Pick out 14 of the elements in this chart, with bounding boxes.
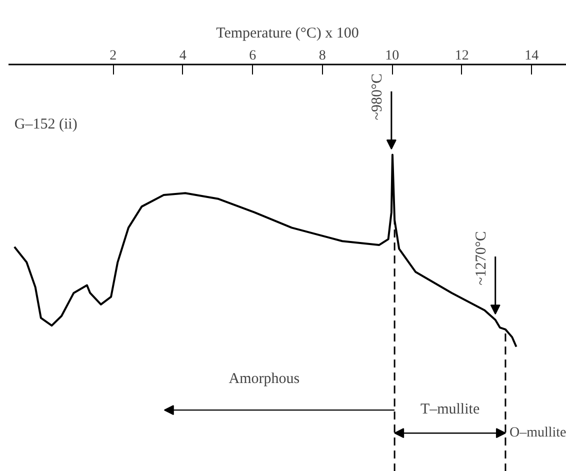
text: Amorphous <box>228 371 300 388</box>
x-tick-label: 10 <box>385 48 400 64</box>
annotation: ~1270°C <box>473 231 490 286</box>
x-axis-title: Temperature (°C) x 100 <box>216 26 359 42</box>
text: T–mullite <box>420 402 480 418</box>
x-tick-label: 6 <box>249 48 256 64</box>
x-tick-label: 2 <box>110 48 117 64</box>
x-tick-label: 8 <box>318 48 326 64</box>
x-tick-label: 14 <box>524 48 539 64</box>
annotation: ~980°C <box>369 74 386 120</box>
text: G–152 (ii) <box>14 116 78 133</box>
text: O–mullite <box>509 426 566 441</box>
x-tick-label: 4 <box>179 48 186 64</box>
x-tick-label: 12 <box>454 48 469 64</box>
